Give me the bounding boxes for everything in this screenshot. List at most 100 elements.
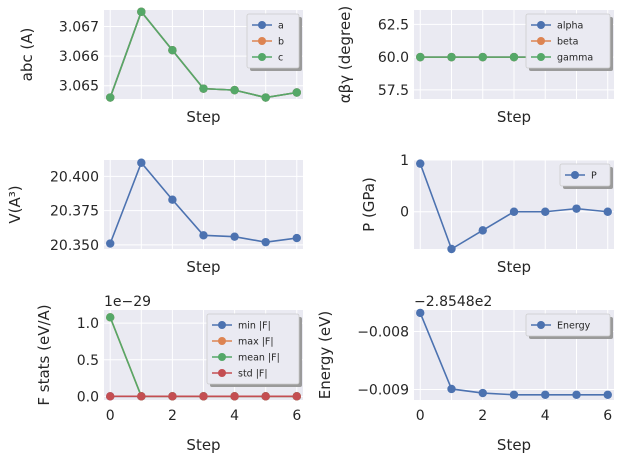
data-point — [137, 392, 146, 401]
x-axis-label: Step — [186, 436, 220, 454]
legend: abc — [246, 13, 302, 71]
subplot-1: 3.065 3.066 3.067 Step abc (A) abc — [18, 7, 303, 126]
data-point — [572, 204, 581, 213]
y-tick-label: 0.5 — [77, 353, 99, 369]
subplot-2: 57.5 60.0 62.5 Step αβγ (degree) alpha beta gam… — [336, 6, 614, 126]
y-axis-label: V(A³) — [6, 185, 24, 223]
y-tick-label: 57.5 — [378, 83, 409, 99]
data-point — [261, 392, 270, 401]
data-point — [292, 233, 301, 243]
legend-label: gamma — [557, 53, 593, 64]
subplot-6: −0.008 −0.009 0 2 4 6 Step Energy (eV) −2.8548e2… — [316, 294, 614, 454]
y-tick-label: −0.009 — [357, 383, 409, 399]
y-axis-label: abc (A) — [18, 28, 36, 82]
x-tick-label: 4 — [541, 408, 550, 424]
data-point — [292, 392, 301, 401]
legend-marker — [218, 369, 226, 377]
legend: Energy — [525, 313, 613, 339]
data-point — [541, 207, 550, 216]
x-tick-label: 0 — [106, 408, 115, 424]
y-tick-label: 3.067 — [59, 20, 99, 36]
legend-label: mean |F| — [238, 353, 280, 364]
data-point — [478, 388, 487, 398]
legend-box — [206, 313, 300, 385]
legend-marker — [258, 53, 266, 61]
legend-marker — [218, 337, 226, 345]
legend-marker — [537, 37, 545, 45]
legend-label: b — [278, 37, 284, 48]
data-point — [199, 392, 208, 401]
legend-marker — [218, 353, 226, 361]
subplot-4: 0 1 Step P (GPa) P — [360, 153, 614, 276]
x-tick-label: 4 — [230, 408, 239, 424]
data-point — [261, 93, 270, 102]
legend-label: beta — [557, 37, 578, 48]
axis-offset-text: −2.8548e2 — [414, 294, 492, 310]
y-tick-label: 1 — [400, 153, 409, 169]
x-tick-label: 0 — [416, 408, 425, 424]
data-point — [168, 46, 177, 55]
x-tick-label: 2 — [478, 408, 487, 424]
subplot-3: 20.350 20.375 20.400 Step V(A³) — [6, 158, 303, 276]
legend-marker — [537, 53, 545, 61]
legend-box — [525, 13, 611, 69]
data-point — [168, 195, 177, 204]
legend: P — [559, 163, 613, 189]
legend-marker — [218, 321, 226, 329]
y-tick-label: 20.400 — [50, 169, 99, 185]
legend: min |F| max |F| mean |F| std |F| — [206, 313, 302, 387]
y-tick-label: 20.350 — [50, 238, 99, 254]
data-point — [478, 52, 487, 62]
data-point — [603, 390, 612, 399]
y-tick-label: 60.0 — [378, 50, 409, 66]
legend-label: c — [278, 53, 283, 64]
legend-label: a — [278, 21, 284, 32]
legend-label: std |F| — [238, 369, 268, 380]
subplot-5: 0.0 0.5 1.0 0 2 4 6 Step F stats (eV/A) 1e−29 min … — [35, 294, 303, 454]
data-point — [137, 7, 146, 16]
data-point — [509, 52, 519, 62]
data-point — [447, 384, 456, 394]
x-axis-label: Step — [497, 108, 531, 126]
data-point — [416, 52, 425, 62]
y-tick-label: 1.0 — [77, 316, 99, 332]
data-point — [106, 392, 115, 401]
data-point — [509, 207, 519, 216]
legend-label: Energy — [557, 321, 591, 332]
x-axis-label: Step — [497, 436, 531, 454]
y-axis-label: Energy (eV) — [316, 311, 334, 399]
data-point — [230, 85, 239, 95]
legend-label: max |F| — [238, 337, 274, 348]
y-tick-label: 62.5 — [378, 17, 409, 33]
legend-marker — [537, 21, 545, 29]
data-point — [261, 237, 270, 247]
y-tick-label: −0.008 — [357, 324, 409, 340]
y-tick-label: 3.066 — [59, 49, 99, 65]
data-point — [541, 390, 550, 399]
data-point — [230, 392, 239, 401]
legend-label: P — [591, 171, 597, 182]
data-point — [199, 84, 208, 93]
data-point — [199, 231, 208, 240]
legend-label: min |F| — [238, 321, 271, 332]
data-point — [603, 207, 612, 216]
data-point — [106, 313, 115, 322]
data-point — [416, 159, 425, 168]
data-point — [478, 226, 487, 235]
legend-marker — [258, 37, 266, 45]
y-tick-label: 0.0 — [77, 389, 99, 405]
legend-marker — [258, 21, 266, 29]
data-point — [572, 390, 581, 399]
data-point — [447, 244, 456, 254]
y-axis-label: F stats (eV/A) — [35, 304, 53, 405]
x-axis-label: Step — [186, 108, 220, 126]
y-tick-label: 0 — [400, 205, 409, 221]
x-tick-label: 6 — [292, 408, 301, 424]
legend-marker — [537, 321, 545, 329]
y-axis-label: αβγ (degree) — [336, 6, 354, 103]
legend-box — [525, 313, 611, 337]
legend-label: alpha — [557, 21, 583, 32]
y-axis-label: P (GPa) — [360, 177, 378, 232]
legend-marker — [571, 171, 579, 179]
